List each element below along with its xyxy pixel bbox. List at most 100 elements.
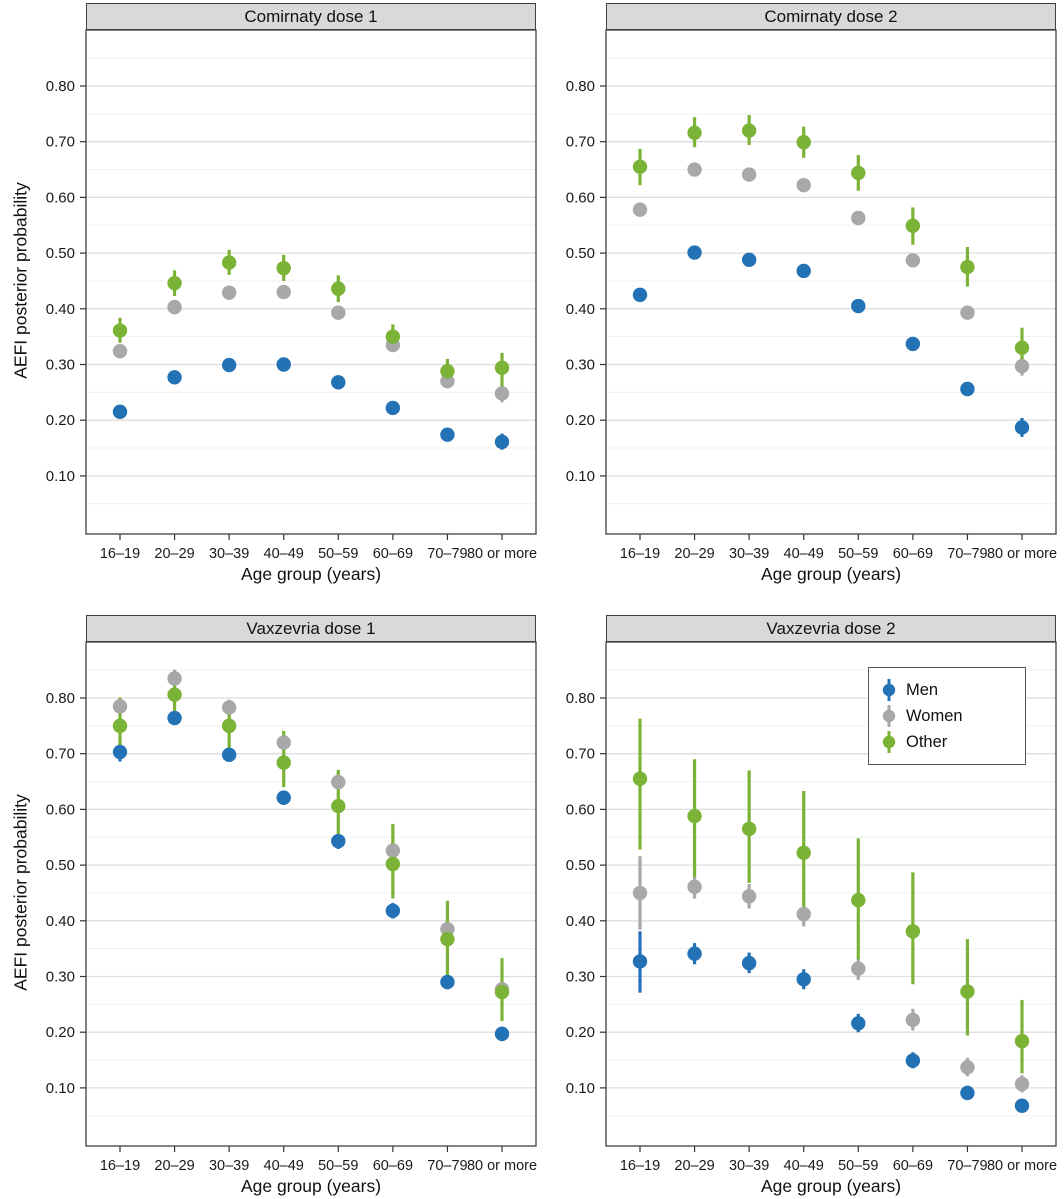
data-point-men: [331, 833, 346, 849]
data-point-men: [440, 427, 455, 442]
data-point-men: [905, 1053, 921, 1068]
data-point-women: [687, 162, 702, 177]
y-tick-label: 0.20: [46, 412, 75, 429]
data-point-women: [687, 879, 702, 895]
y-tick-label: 0.40: [46, 301, 75, 318]
data-point-men: [741, 955, 757, 971]
data-point-other: [494, 984, 510, 1000]
row-vaxzevria: AEFI posterior probability Vaxzevria dos…: [6, 615, 1064, 1197]
data-point-women: [796, 906, 811, 922]
x-tick-label: 16–19: [100, 546, 140, 562]
data-point-other: [385, 856, 401, 872]
x-tick-label: 40–49: [784, 546, 824, 562]
x-tick-label: 40–49: [264, 546, 304, 562]
data-point-other: [112, 718, 128, 734]
x-tick-label: 80 or more: [987, 546, 1057, 562]
x-tick-label: 70–79: [427, 546, 467, 562]
panel-vaxzevria-dose-1: Vaxzevria dose 1 0.10 0.20 0.30 0.40 0.50 0.6…: [36, 615, 537, 1197]
data-point-women: [1014, 1076, 1030, 1092]
panel-title: Vaxzevria dose 2: [606, 615, 1056, 642]
plot-background: [606, 30, 1056, 534]
x-tick-label: 40–49: [264, 1158, 304, 1174]
data-point-men: [1014, 1098, 1030, 1113]
data-point-other: [494, 360, 510, 376]
row-comirnaty: AEFI posterior probability Comirnaty dos…: [6, 3, 1064, 585]
y-tick-label: 0.50: [566, 857, 595, 874]
data-point-men: [796, 263, 811, 279]
x-tick-label: 50–59: [318, 546, 358, 562]
data-point-women: [851, 210, 866, 226]
plot-background: [86, 642, 536, 1146]
y-tick-label: 0.30: [46, 969, 75, 986]
data-point-women: [632, 202, 648, 217]
y-tick-label: 0.60: [46, 189, 75, 206]
data-point-women: [331, 774, 346, 790]
y-tick-label: 0.60: [566, 801, 595, 818]
x-tick-label: 60–69: [893, 1158, 933, 1174]
y-tick-label: 0.30: [566, 357, 595, 374]
x-tick-label: 20–29: [154, 1158, 194, 1174]
x-tick-label: 20–29: [154, 546, 194, 562]
data-point-other: [331, 798, 346, 814]
data-point-other: [632, 771, 648, 786]
data-point-other: [385, 329, 401, 344]
legend-label-men: Men: [906, 680, 939, 699]
data-point-men: [687, 946, 702, 961]
data-point-other: [112, 323, 128, 338]
y-tick-label: 0.80: [46, 690, 75, 707]
data-point-women: [221, 285, 237, 300]
data-point-men: [1014, 420, 1030, 435]
x-tick-label: 80 or more: [467, 546, 537, 562]
data-point-men: [741, 252, 757, 267]
data-point-other: [851, 892, 866, 908]
data-point-men: [494, 1026, 510, 1042]
data-point-men: [221, 357, 237, 373]
data-point-other: [1014, 340, 1030, 355]
y-tick-label: 0.80: [566, 78, 595, 95]
data-point-men: [385, 400, 401, 416]
y-axis-title-top: AEFI posterior probability: [6, 3, 36, 558]
x-axis-title: Age group (years): [240, 1176, 382, 1196]
data-point-other: [632, 159, 648, 174]
y-tick-label: 0.70: [566, 746, 595, 763]
women-marker-icon: [882, 705, 896, 727]
data-point-women: [632, 885, 648, 901]
y-tick-label: 0.10: [46, 1080, 75, 1097]
panel-border: [85, 641, 537, 1147]
x-axis-title: Age group (years): [760, 564, 902, 584]
data-point-men: [960, 1085, 975, 1101]
panel-plot-canvas: 0.10 0.20 0.30 0.40 0.50 0.60 0.70 0.80 16–19 20–…: [46, 29, 537, 562]
panel-comirnaty-dose-1: Comirnaty dose 1 0.10 0.20 0.30 0.40 0.50 0.6…: [36, 3, 537, 585]
data-point-other: [851, 165, 866, 181]
legend-item-other: Other: [881, 729, 1011, 755]
panel-title: Comirnaty dose 1: [86, 3, 536, 30]
data-point-men: [385, 903, 401, 918]
data-point-women: [385, 843, 401, 858]
y-tick-label: 0.70: [566, 134, 595, 151]
data-point-women: [905, 253, 921, 268]
x-tick-label: 20–29: [674, 546, 714, 562]
data-point-other: [687, 808, 702, 824]
legend-item-men: Men: [881, 677, 1011, 703]
data-point-women: [276, 284, 291, 300]
data-point-other: [796, 845, 811, 861]
y-tick-label: 0.70: [46, 134, 75, 151]
x-tick-label: 50–59: [838, 1158, 878, 1174]
x-tick-label: 40–49: [784, 1158, 824, 1174]
data-point-men: [960, 381, 975, 397]
data-point-women: [276, 735, 291, 750]
y-tick-label: 0.50: [46, 857, 75, 874]
data-point-women: [796, 177, 811, 193]
panel-border: [85, 29, 537, 535]
data-point-men: [494, 434, 510, 450]
y-axis-title-bottom: AEFI posterior probability: [6, 615, 36, 1170]
y-tick-label: 0.20: [566, 1024, 595, 1041]
legend-item-women: Women: [881, 703, 1011, 729]
data-point-men: [221, 747, 237, 763]
x-tick-label: 60–69: [893, 546, 933, 562]
data-point-men: [112, 744, 128, 760]
data-point-other: [276, 260, 291, 276]
x-tick-label: 60–69: [373, 546, 413, 562]
panel-title: Vaxzevria dose 1: [86, 615, 536, 642]
